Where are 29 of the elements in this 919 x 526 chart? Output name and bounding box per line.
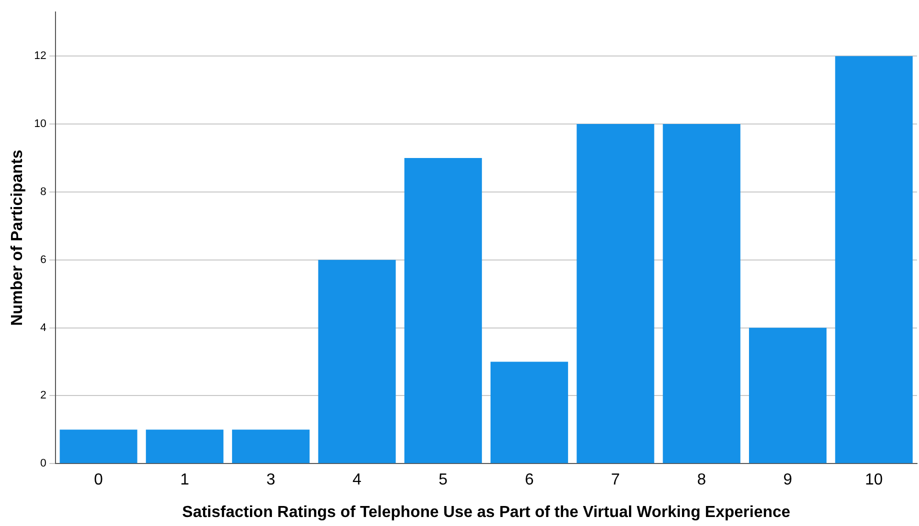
y-tick-label: 2 [40, 390, 46, 402]
x-axis-title: Satisfaction Ratings of Telephone Use as Part of the Virtual Working Experience [182, 504, 790, 521]
bar [835, 56, 913, 464]
bar [576, 124, 654, 464]
y-tick-label: 4 [40, 322, 46, 334]
x-tick-label: 6 [524, 472, 534, 489]
x-tick-label: 0 [94, 472, 104, 489]
bar [60, 430, 138, 464]
bar [748, 328, 827, 464]
x-tick-label: 5 [438, 472, 448, 489]
y-tick-label: 6 [40, 254, 46, 266]
y-tick-label: 8 [40, 186, 46, 198]
x-tick-label: 4 [352, 472, 362, 489]
y-tick-label: 12 [34, 50, 46, 62]
bar [318, 260, 396, 464]
x-tick-label: 10 [865, 472, 883, 489]
x-tick-label: 8 [697, 472, 706, 489]
x-tick-label: 7 [611, 472, 620, 489]
y-axis-title: Number of Participants [9, 150, 26, 326]
y-tick-label: 0 [40, 458, 46, 470]
x-tick-label: 9 [783, 472, 792, 489]
x-tick-label: 3 [266, 472, 276, 489]
bar [404, 158, 482, 464]
bar [146, 430, 224, 464]
y-tick-label: 10 [34, 118, 46, 130]
bar [662, 124, 740, 464]
x-tick-label: 1 [180, 472, 190, 489]
bar [232, 430, 310, 464]
bar [490, 362, 568, 464]
